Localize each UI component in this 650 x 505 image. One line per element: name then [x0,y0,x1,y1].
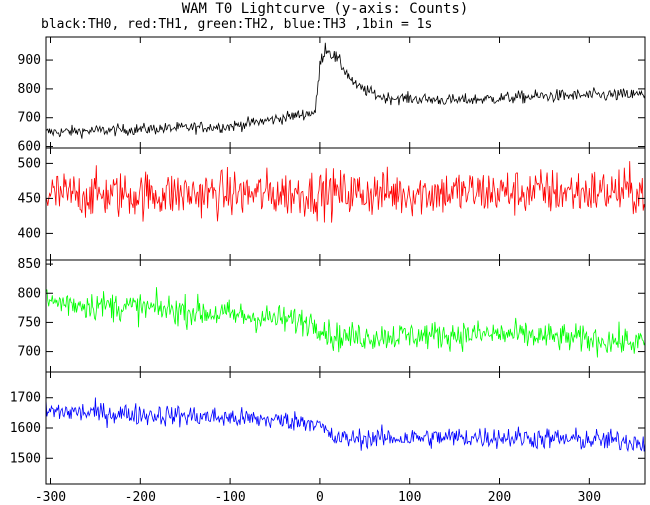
y-tick-label: 800 [18,286,41,301]
y-tick-label: 1600 [10,421,41,436]
panel-th0: 600 700 800 900 [18,36,646,155]
series-line-th2 [46,287,645,358]
y-tick-label: 900 [18,53,41,68]
chart-subtitle: black:TH0, red:TH1, green:TH2, blue:TH3 … [41,17,433,32]
y-tick-label: 400 [18,226,41,241]
y-tick-label: 1700 [10,391,41,406]
y-tick-label: 600 [18,140,41,155]
panel-th2: 700 750 800 850 [18,257,646,373]
panel-th3: 1500 1600 1700 [10,371,646,485]
series-line-th0 [46,42,645,139]
y-tick-label: 500 [18,156,41,171]
panel-frame [45,371,646,485]
x-tick-label: 300 [578,490,601,505]
panel-frame [45,147,646,261]
y-tick-label: 450 [18,191,41,206]
x-tick-label: -300 [35,490,66,505]
series-line-th3 [46,397,645,453]
y-tick-label: 1500 [10,451,41,466]
x-tick-label: 200 [488,490,511,505]
x-tick-label: -200 [125,490,156,505]
panel-th1: 400 450 500 [18,147,646,261]
y-tick-label: 700 [18,345,41,360]
x-tick-label: -100 [214,490,245,505]
panel-frame [45,259,646,373]
chart-title: WAM T0 Lightcurve (y-axis: Counts) [181,1,469,17]
series-line-th1 [46,161,645,223]
y-tick-label: 800 [18,82,41,97]
x-tick-label: 100 [398,490,421,505]
y-tick-label: 750 [18,315,41,330]
y-tick-label: 850 [18,257,41,272]
x-tick-label: 0 [316,490,324,505]
y-tick-label: 700 [18,111,41,126]
